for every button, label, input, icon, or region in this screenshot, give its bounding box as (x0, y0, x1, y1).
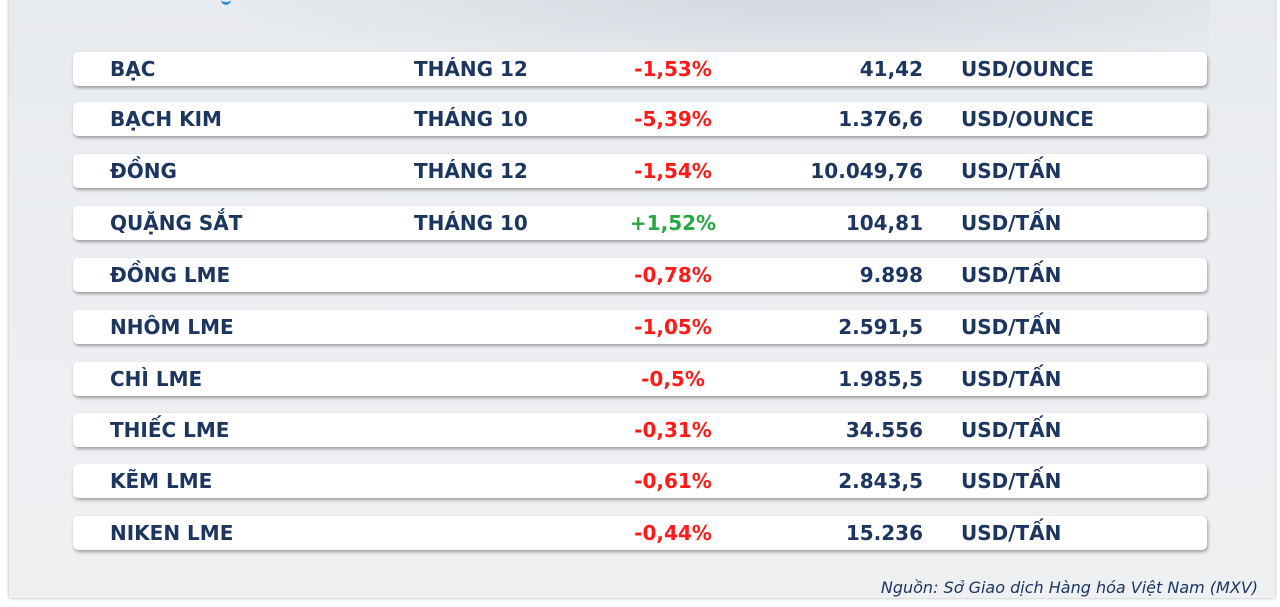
commodity-name: ĐỒNG LME (110, 263, 231, 287)
percent-change: +1,52% (629, 211, 717, 235)
contract-month: THÁNG 10 (414, 211, 528, 235)
percent-change: -1,05% (634, 315, 712, 339)
price-unit: USD/TẤN (961, 367, 1062, 391)
price-unit: USD/TẤN (961, 211, 1062, 235)
percent-change: -0,78% (634, 263, 712, 287)
percent-change: -0,31% (634, 418, 712, 442)
commodity-name: KẼM LME (110, 469, 213, 493)
price: 10.049,76 (810, 159, 923, 183)
commodity-name: ĐỒNG (110, 159, 177, 183)
commodity-name: BẠCH KIM (110, 107, 222, 131)
table-row: BẠCH KIM THÁNG 10 -5,39% 1.376,6 USD/OUN… (73, 102, 1207, 136)
commodity-name: THIẾC LME (110, 418, 230, 442)
price-unit: USD/TẤN (961, 469, 1062, 493)
commodity-name: BẠC (110, 57, 156, 81)
table-row: CHÌ LME -0,5% 1.985,5 USD/TẤN (73, 362, 1207, 396)
table-row: NIKEN LME -0,44% 15.236 USD/TẤN (73, 516, 1207, 550)
percent-change: -5,39% (634, 107, 712, 131)
table-row: ĐỒNG LME -0,78% 9.898 USD/TẤN (73, 258, 1207, 292)
price: 34.556 (845, 418, 923, 442)
percent-change: -1,54% (634, 159, 712, 183)
percent-change: -0,61% (634, 469, 712, 493)
table-row: KẼM LME -0,61% 2.843,5 USD/TẤN (73, 464, 1207, 498)
price-unit: USD/OUNCE (961, 57, 1094, 81)
price-unit: USD/OUNCE (961, 107, 1094, 131)
price: 9.898 (859, 263, 923, 287)
header-accent-mark (221, 0, 231, 5)
price: 104,81 (845, 211, 923, 235)
price: 1.985,5 (838, 367, 923, 391)
percent-change: -0,5% (641, 367, 705, 391)
price-unit: USD/TẤN (961, 159, 1062, 183)
price-unit: USD/TẤN (961, 263, 1062, 287)
contract-month: THÁNG 12 (414, 57, 528, 81)
table-row: BẠC THÁNG 12 -1,53% 41,42 USD/OUNCE (73, 52, 1207, 86)
commodity-name: NHÔM LME (110, 315, 234, 339)
commodity-name: NIKEN LME (110, 521, 234, 545)
price-unit: USD/TẤN (961, 418, 1062, 442)
table-row: THIẾC LME -0,31% 34.556 USD/TẤN (73, 413, 1207, 447)
price-unit: USD/TẤN (961, 315, 1062, 339)
price: 41,42 (859, 57, 923, 81)
price: 2.591,5 (838, 315, 923, 339)
percent-change: -0,44% (634, 521, 712, 545)
price: 15.236 (845, 521, 923, 545)
price: 2.843,5 (838, 469, 923, 493)
contract-month: THÁNG 12 (414, 159, 528, 183)
price-table-panel (9, 0, 1275, 598)
table-row: QUẶNG SẮT THÁNG 10 +1,52% 104,81 USD/TẤN (73, 206, 1207, 240)
source-note: Nguồn: Sở Giao dịch Hàng hóa Việt Nam (M… (880, 578, 1258, 597)
commodity-name: QUẶNG SẮT (110, 211, 243, 235)
price-unit: USD/TẤN (961, 521, 1062, 545)
price: 1.376,6 (838, 107, 923, 131)
percent-change: -1,53% (634, 57, 712, 81)
table-row: NHÔM LME -1,05% 2.591,5 USD/TẤN (73, 310, 1207, 344)
contract-month: THÁNG 10 (414, 107, 528, 131)
commodity-name: CHÌ LME (110, 367, 203, 391)
table-row: ĐỒNG THÁNG 12 -1,54% 10.049,76 USD/TẤN (73, 154, 1207, 188)
